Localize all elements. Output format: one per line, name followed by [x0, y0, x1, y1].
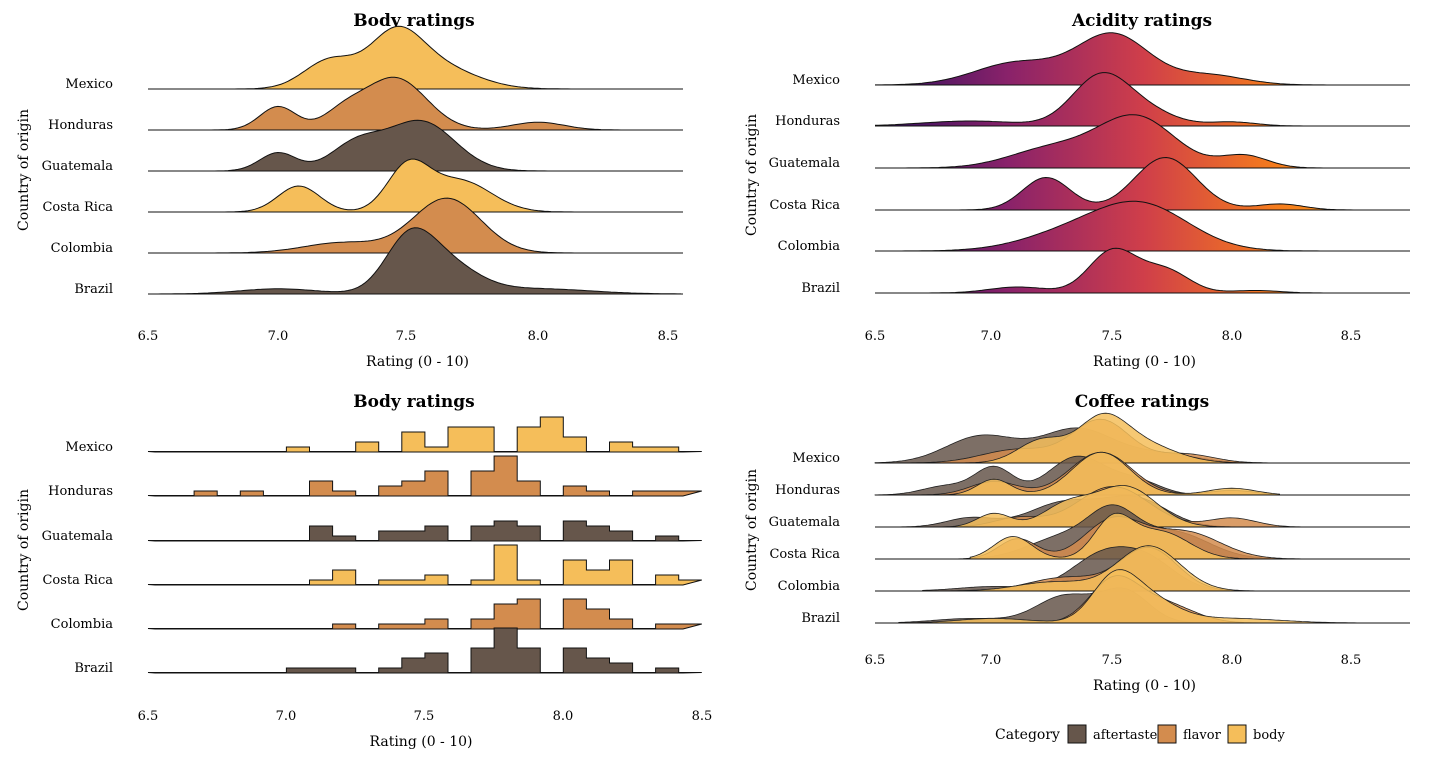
density-ridge	[922, 545, 1280, 592]
legend-label: aftertaste	[1093, 728, 1158, 743]
density-ridge	[148, 159, 681, 212]
x-tick-label: 8.5	[1341, 329, 1362, 344]
x-tick-label: 7.0	[268, 329, 289, 344]
country-label: Guatemala	[42, 529, 114, 544]
x-axis-label: Rating (0 - 10)	[1093, 678, 1196, 694]
country-label: Colombia	[51, 241, 114, 256]
country-label: Costa Rica	[42, 200, 113, 215]
country-label: Brazil	[74, 282, 113, 297]
density-ridge	[148, 227, 681, 294]
country-label: Mexico	[792, 451, 840, 466]
histogram-ridge	[147, 455, 702, 497]
legend-key	[1157, 724, 1177, 744]
country-label: Guatemala	[769, 515, 841, 530]
country-label: Colombia	[778, 239, 841, 254]
chart-panel: Acidity ratings Mexico Honduras Guatemala Co…	[744, 11, 1410, 370]
panel-title: Acidity ratings	[1071, 11, 1212, 31]
x-tick-label: 8.0	[1222, 329, 1243, 344]
density-outline	[148, 76, 681, 131]
chart-panel: Body ratings Mexico Honduras Guatemala Costa…	[16, 392, 712, 750]
x-tick-label: 7.0	[981, 329, 1002, 344]
x-tick-label: 8.0	[1222, 653, 1243, 668]
country-label: Mexico	[65, 440, 113, 455]
x-tick-label: 6.5	[138, 329, 159, 344]
x-tick-label: 8.0	[553, 709, 574, 724]
country-label: Mexico	[65, 77, 113, 92]
country-label: Colombia	[51, 617, 114, 632]
density-ridge	[148, 120, 681, 171]
country-label: Colombia	[778, 579, 841, 594]
legend-label: flavor	[1183, 728, 1222, 743]
country-label: Mexico	[792, 73, 840, 88]
panel-title: Coffee ratings	[1075, 392, 1209, 412]
chart-panel: Body ratings Mexico Honduras Guatemala Costa…	[16, 11, 683, 370]
density-ridge	[875, 201, 1410, 251]
x-tick-label: 7.5	[396, 329, 417, 344]
country-label: Honduras	[775, 114, 840, 129]
legend: Category aftertaste flavor body	[995, 724, 1285, 744]
histogram-ridge	[147, 416, 702, 453]
country-label: Honduras	[48, 118, 113, 133]
country-label: Brazil	[74, 661, 113, 676]
density-outline	[148, 227, 681, 295]
density-ridge	[875, 114, 1410, 168]
density-ridge	[969, 512, 1280, 560]
country-label: Costa Rica	[769, 198, 840, 213]
histogram-ridge	[147, 598, 702, 630]
density-ridge	[148, 26, 681, 89]
country-label: Guatemala	[769, 156, 841, 171]
density-ridge	[148, 198, 681, 253]
density-ridge	[875, 248, 1410, 293]
country-label: Guatemala	[42, 159, 114, 174]
density-ridge	[875, 157, 1410, 210]
histogram-ridge	[147, 627, 702, 674]
country-label: Brazil	[801, 611, 840, 626]
legend-key	[1067, 724, 1087, 744]
x-tick-label: 7.5	[414, 709, 435, 724]
x-tick-label: 7.5	[1102, 329, 1123, 344]
legend-key	[1227, 724, 1247, 744]
panel-title: Body ratings	[353, 392, 475, 412]
chart-panel: Coffee ratings Mexico Honduras Guatemala Cos…	[744, 392, 1410, 744]
legend-label: body	[1253, 728, 1285, 743]
x-axis-label: Rating (0 - 10)	[369, 734, 472, 750]
x-tick-label: 6.5	[865, 329, 886, 344]
x-tick-label: 8.0	[528, 329, 549, 344]
x-tick-label: 8.5	[692, 709, 713, 724]
density-ridge	[875, 72, 1410, 126]
x-tick-label: 7.0	[981, 653, 1002, 668]
histogram-ridge	[147, 520, 702, 542]
y-axis-label: Country of origin	[744, 469, 760, 591]
density-ridge	[922, 412, 1257, 464]
y-axis-label: Country of origin	[16, 489, 32, 611]
x-tick-label: 8.5	[658, 329, 679, 344]
legend-title: Category	[995, 727, 1060, 743]
x-axis-label: Rating (0 - 10)	[366, 354, 469, 370]
x-tick-label: 6.5	[138, 709, 159, 724]
x-tick-label: 8.5	[1341, 653, 1362, 668]
y-axis-label: Country of origin	[744, 114, 760, 236]
x-tick-label: 6.5	[865, 653, 886, 668]
density-ridge	[875, 32, 1410, 85]
country-label: Costa Rica	[42, 573, 113, 588]
y-axis-label: Country of origin	[16, 109, 32, 231]
country-label: Brazil	[801, 281, 840, 296]
density-ridge	[148, 77, 681, 130]
country-label: Honduras	[48, 484, 113, 499]
density-ridge	[898, 569, 1364, 624]
x-tick-label: 7.0	[276, 709, 297, 724]
country-label: Costa Rica	[769, 547, 840, 562]
histogram-ridge	[147, 544, 702, 586]
x-tick-label: 7.5	[1102, 653, 1123, 668]
country-label: Honduras	[775, 483, 840, 498]
panel-title: Body ratings	[353, 11, 475, 31]
x-axis-label: Rating (0 - 10)	[1093, 354, 1196, 370]
